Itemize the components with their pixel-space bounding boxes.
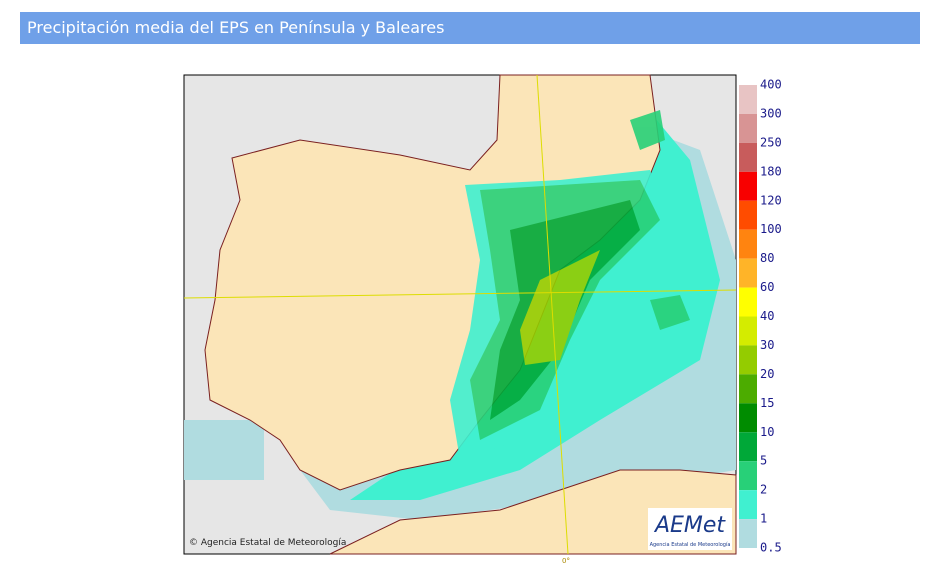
legend-label: 30 <box>760 338 774 352</box>
legend-label: 60 <box>760 280 774 294</box>
legend-label: 100 <box>760 222 782 236</box>
copyright: © Agencia Estatal de Meteorología <box>189 538 346 548</box>
legend-swatch <box>739 490 757 520</box>
legend-label: 40 <box>760 309 774 323</box>
logo-subtitle: Agencia Estatal de Meteorología <box>650 541 731 548</box>
legend-swatch <box>739 142 757 172</box>
legend-swatch <box>739 171 757 201</box>
legend-label: 5 <box>760 454 767 468</box>
legend-label: 400 <box>760 78 782 92</box>
legend-swatch <box>739 113 757 143</box>
legend-label: 20 <box>760 367 774 381</box>
legend-swatch <box>739 403 757 433</box>
legend-swatch <box>739 374 757 404</box>
legend-swatch <box>739 258 757 288</box>
meridian-label: 0° <box>562 557 570 565</box>
legend-swatch <box>739 345 757 375</box>
logo: AEMet <box>653 513 726 538</box>
legend-label: 1 <box>760 512 767 526</box>
page-title: Precipitación media del EPS en Península… <box>27 18 445 37</box>
legend-label: 15 <box>760 396 774 410</box>
precip-land <box>450 110 690 460</box>
legend-label: 2 <box>760 483 767 497</box>
graticule <box>183 74 737 555</box>
header-bar: Precipitación media del EPS en Península… <box>20 12 920 44</box>
legend-swatch <box>739 200 757 230</box>
legend: 400 300 250 180 120 100 80 60 40 30 20 15 10 5 2 1 0.5 <box>739 78 782 555</box>
logo-box <box>648 508 732 550</box>
legend-swatch <box>739 287 757 317</box>
legend-label: 250 <box>760 135 782 149</box>
legend-swatch <box>739 519 757 548</box>
legend-swatch <box>739 229 757 259</box>
legend-label: 300 <box>760 106 782 120</box>
legend-swatch <box>739 432 757 462</box>
legend-swatch <box>739 85 757 114</box>
legend-label: 120 <box>760 193 782 207</box>
legend-label: 0.5 <box>760 541 782 555</box>
legend-label: 180 <box>760 164 782 178</box>
legend-swatch <box>739 461 757 491</box>
land-africa <box>329 469 737 555</box>
legend-label: 10 <box>760 425 774 439</box>
legend-label: 80 <box>760 251 774 265</box>
legend-swatch <box>739 316 757 346</box>
